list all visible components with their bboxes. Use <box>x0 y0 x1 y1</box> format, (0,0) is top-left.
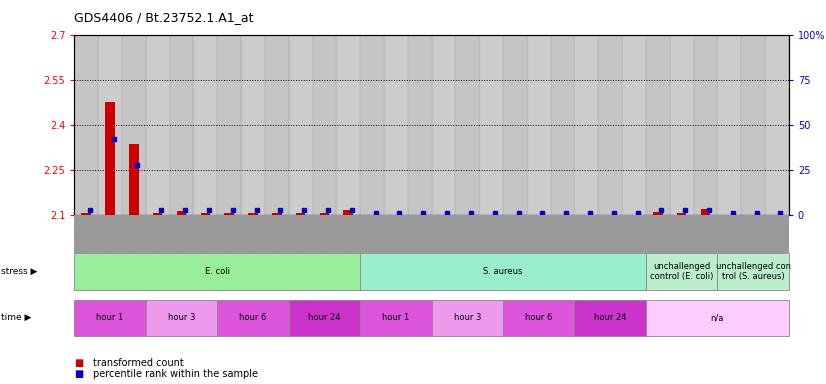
Text: ■: ■ <box>74 369 83 379</box>
Bar <box>336 35 360 215</box>
Text: time ▶: time ▶ <box>1 313 31 322</box>
Bar <box>177 211 187 215</box>
Text: unchallenged
control (E. coli): unchallenged control (E. coli) <box>650 262 714 281</box>
Bar <box>296 213 306 215</box>
Bar <box>700 209 710 215</box>
Text: hour 3: hour 3 <box>168 313 195 322</box>
Text: hour 24: hour 24 <box>594 313 626 322</box>
Bar <box>129 144 139 215</box>
Bar <box>622 35 646 215</box>
Bar <box>431 35 455 215</box>
Text: transformed count: transformed count <box>93 358 183 368</box>
Bar <box>765 35 789 215</box>
Text: hour 24: hour 24 <box>308 313 340 322</box>
Bar <box>384 35 408 215</box>
Text: hour 3: hour 3 <box>453 313 481 322</box>
Bar <box>105 102 115 215</box>
Text: GDS4406 / Bt.23752.1.A1_at: GDS4406 / Bt.23752.1.A1_at <box>74 12 254 25</box>
Bar <box>646 35 670 215</box>
Bar <box>527 35 551 215</box>
Text: hour 1: hour 1 <box>97 313 124 322</box>
Bar <box>670 35 694 215</box>
Bar <box>676 213 686 215</box>
Bar <box>598 35 622 215</box>
Bar <box>201 213 210 215</box>
Bar <box>241 35 265 215</box>
Text: E. coli: E. coli <box>205 267 230 276</box>
Bar <box>503 35 527 215</box>
Bar <box>217 35 241 215</box>
Text: hour 6: hour 6 <box>525 313 553 322</box>
Bar <box>248 213 258 215</box>
Bar <box>145 35 169 215</box>
Bar <box>717 35 741 215</box>
Bar <box>122 35 145 215</box>
Bar <box>344 210 353 215</box>
Bar <box>551 35 575 215</box>
Bar <box>289 35 312 215</box>
Bar <box>82 213 91 215</box>
Text: stress ▶: stress ▶ <box>1 267 37 276</box>
Bar <box>320 213 330 215</box>
Bar <box>272 213 282 215</box>
Bar <box>153 213 163 215</box>
Bar <box>653 212 662 215</box>
Text: hour 6: hour 6 <box>240 313 267 322</box>
Bar <box>265 35 289 215</box>
Bar <box>575 35 598 215</box>
Text: S. aureus: S. aureus <box>483 267 523 276</box>
Bar <box>408 35 431 215</box>
Bar <box>193 35 217 215</box>
Bar <box>741 35 765 215</box>
Text: percentile rank within the sample: percentile rank within the sample <box>93 369 258 379</box>
Bar <box>74 35 98 215</box>
Bar <box>694 35 717 215</box>
Text: n/a: n/a <box>710 313 724 322</box>
Bar <box>98 35 122 215</box>
Text: unchallenged con
trol (S. aureus): unchallenged con trol (S. aureus) <box>715 262 790 281</box>
Bar <box>169 35 193 215</box>
Bar <box>455 35 479 215</box>
Bar <box>312 35 336 215</box>
Text: ■: ■ <box>74 358 83 368</box>
Bar <box>479 35 503 215</box>
Text: hour 1: hour 1 <box>382 313 410 322</box>
Bar <box>225 213 234 215</box>
Bar <box>360 35 384 215</box>
